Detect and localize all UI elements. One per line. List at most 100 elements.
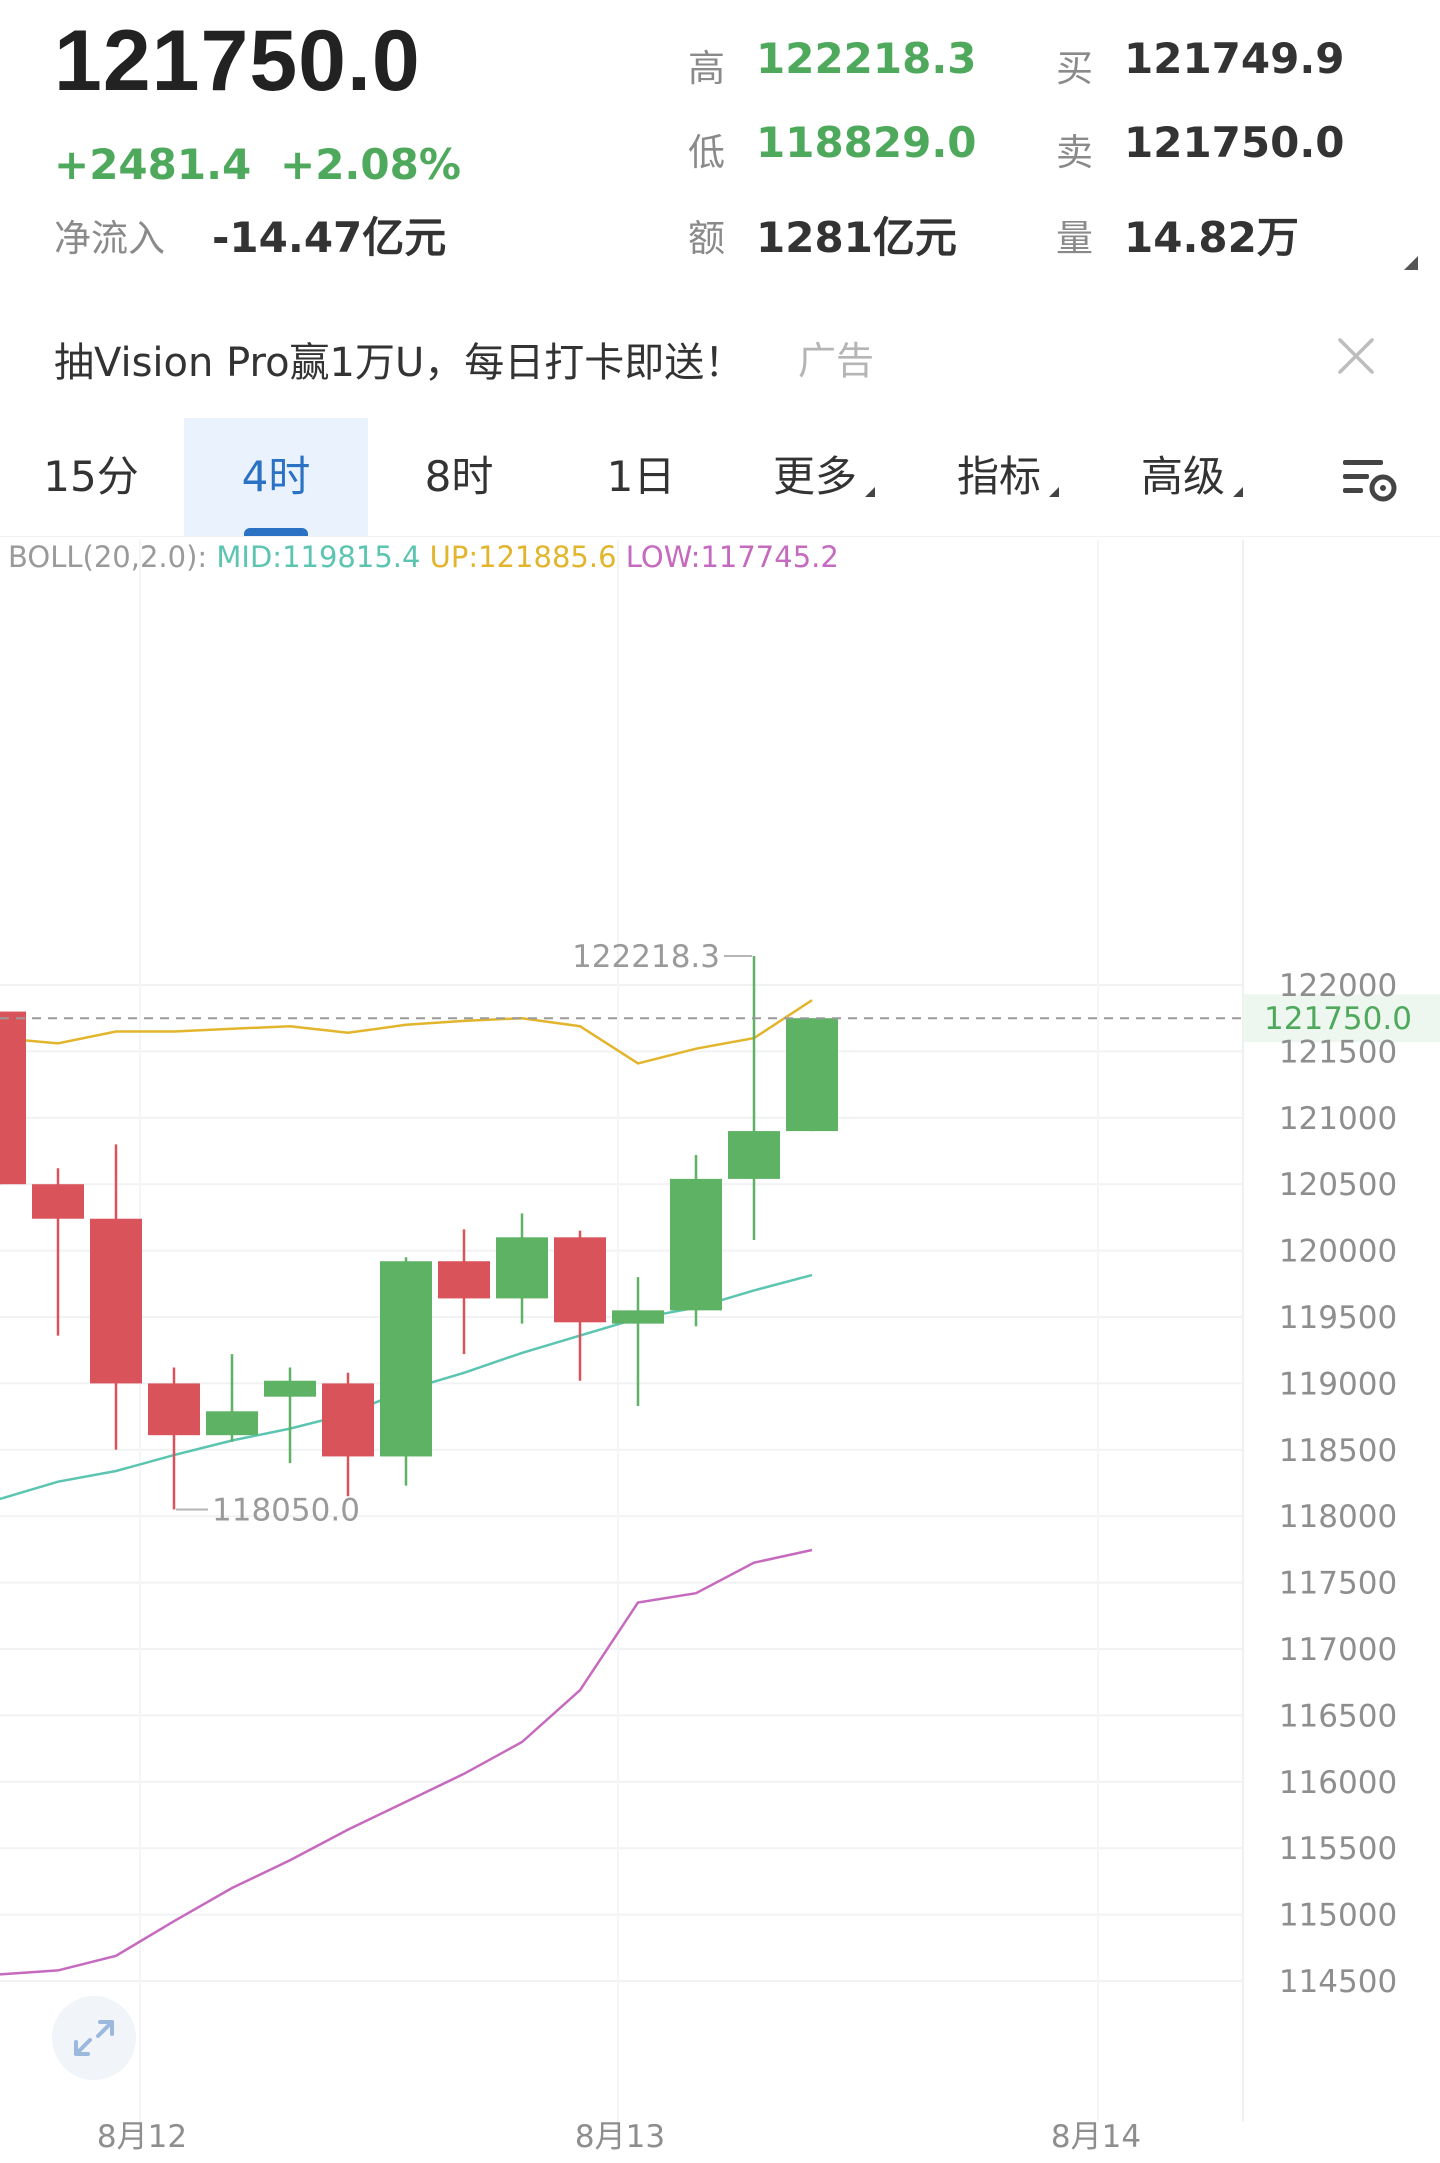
price-tick-label: 115500 xyxy=(1279,1831,1397,1867)
candle-up xyxy=(612,1277,664,1406)
boll-mid: MID:119815.4 xyxy=(216,540,421,574)
close-icon[interactable] xyxy=(1336,336,1376,376)
low-annotation: 118050.0 xyxy=(212,1493,360,1529)
low-value: 118829.0 xyxy=(756,118,977,167)
candle-down xyxy=(438,1229,490,1355)
ask-label: 卖 xyxy=(1056,131,1093,174)
dropdown-triangle-icon xyxy=(1049,487,1059,497)
price-tick-label: 122000 xyxy=(1279,968,1397,1004)
candle-body xyxy=(728,1131,780,1179)
current-price-tag-bg xyxy=(1243,994,1440,1043)
high-annotation: 122218.3 xyxy=(572,939,720,975)
tab-more[interactable]: 更多 xyxy=(732,418,916,536)
boll-low: LOW:117745.2 xyxy=(625,540,839,574)
candle-down xyxy=(554,1230,606,1381)
low-label: 低 xyxy=(688,131,725,174)
price-tick-label: 119500 xyxy=(1279,1300,1397,1336)
candle-up xyxy=(728,956,780,1240)
price-tick-label: 121000 xyxy=(1279,1101,1397,1137)
price-tick-label: 116500 xyxy=(1279,1698,1397,1734)
tab-label: 更多 xyxy=(772,452,857,501)
price-tick-label: 115000 xyxy=(1279,1898,1397,1934)
candle-body xyxy=(0,1011,26,1185)
time-tick-label: 8月14 xyxy=(1051,2119,1141,2155)
net-inflow-label: 净流入 xyxy=(54,217,165,260)
candle-up xyxy=(206,1354,258,1442)
candle-body xyxy=(612,1310,664,1324)
time-tick-label: 8月13 xyxy=(575,2119,665,2155)
amount-label: 额 xyxy=(688,217,725,260)
candle-body xyxy=(786,1018,838,1132)
tab-label: 15分 xyxy=(43,452,139,501)
ask-value: 121750.0 xyxy=(1124,118,1345,167)
candle-body xyxy=(206,1411,258,1436)
candle-body xyxy=(438,1261,490,1299)
tab-label: 指标 xyxy=(956,452,1041,501)
candle-down xyxy=(148,1367,200,1510)
candle-body xyxy=(32,1184,84,1219)
price-tick-label: 114500 xyxy=(1279,1964,1397,2000)
boll-up: UP:121885.6 xyxy=(429,540,617,574)
tab-advanced[interactable]: 高级 xyxy=(1100,418,1284,536)
price-change: +2481.4 xyxy=(54,140,252,189)
bid-label: 买 xyxy=(1056,47,1093,90)
boll-prefix: BOLL(20,2.0): xyxy=(8,540,208,574)
current-price-tag: 121750.0 xyxy=(1264,1001,1412,1037)
chart-settings-icon[interactable] xyxy=(1300,418,1440,536)
tab-1d[interactable]: 1日 xyxy=(550,418,732,536)
active-tab-indicator xyxy=(244,528,308,536)
time-axis: 8月12 8月13 8月14 xyxy=(97,2119,1141,2155)
ad-banner-text[interactable]: 抽Vision Pro赢1万U，每日打卡即送！ xyxy=(54,340,745,386)
expand-stats-toggle[interactable] xyxy=(1404,256,1418,270)
last-price: 121750.0 xyxy=(54,13,421,109)
boll-up-line xyxy=(0,999,813,1065)
price-tick-label: 117500 xyxy=(1279,1566,1397,1602)
expand-icon[interactable] xyxy=(52,1996,136,2080)
candle-down xyxy=(0,1011,26,1185)
candle-body xyxy=(496,1237,548,1299)
price-tick-label: 118500 xyxy=(1279,1433,1397,1469)
high-value: 122218.3 xyxy=(756,34,977,83)
tab-label: 4时 xyxy=(241,452,311,501)
tab-15m[interactable]: 15分 xyxy=(0,418,182,536)
net-inflow-value: -14.47亿元 xyxy=(212,213,447,262)
timeframe-tabs: 15分 4时 8时 1日 更多 指标 高级 xyxy=(0,418,1440,537)
price-tick-label: 121500 xyxy=(1279,1034,1397,1070)
tab-label: 高级 xyxy=(1140,452,1225,501)
candle-down xyxy=(322,1372,374,1497)
price-tick-label: 120500 xyxy=(1279,1167,1397,1203)
price-tick-label: 116000 xyxy=(1279,1765,1397,1801)
tab-8h[interactable]: 8时 xyxy=(368,418,550,536)
chart-grid xyxy=(0,540,1243,2122)
candle-up xyxy=(670,1154,722,1327)
price-change-pct: +2.08% xyxy=(280,140,461,189)
price-axis: 122000 121500 121000 120500 120000 119500 1190… xyxy=(1279,968,1397,2000)
candle-body xyxy=(554,1237,606,1323)
tab-4h[interactable]: 4时 xyxy=(184,418,368,536)
volume-label: 量 xyxy=(1056,217,1093,260)
high-label: 高 xyxy=(688,47,725,90)
tab-indicators[interactable]: 指标 xyxy=(916,418,1100,536)
candle-down xyxy=(32,1168,84,1336)
candle-body xyxy=(148,1383,200,1436)
dropdown-triangle-icon xyxy=(1233,487,1243,497)
candle-body xyxy=(670,1178,722,1311)
boll-low-line xyxy=(0,1548,813,1976)
boll-legend: BOLL(20,2.0): MID:119815.4 UP:121885.6 L… xyxy=(8,540,839,574)
volume-value: 14.82万 xyxy=(1124,213,1299,262)
price-tick-label: 120000 xyxy=(1279,1234,1397,1270)
candle-up xyxy=(786,1018,838,1132)
dropdown-triangle-icon xyxy=(865,487,875,497)
candles xyxy=(0,956,838,1510)
ad-tag: 广告 xyxy=(798,339,875,383)
price-tick-label: 119000 xyxy=(1279,1366,1397,1402)
price-tick-label: 117000 xyxy=(1279,1632,1397,1668)
candle-body xyxy=(380,1261,432,1457)
candle-up xyxy=(264,1367,316,1464)
chart-annotations: 121750.0 122218.3 118050.0 xyxy=(0,939,1440,1529)
price-tick-label: 118000 xyxy=(1279,1499,1397,1535)
time-tick-label: 8月12 xyxy=(97,2119,187,2155)
candle-up xyxy=(380,1257,432,1486)
candle-up xyxy=(496,1213,548,1324)
